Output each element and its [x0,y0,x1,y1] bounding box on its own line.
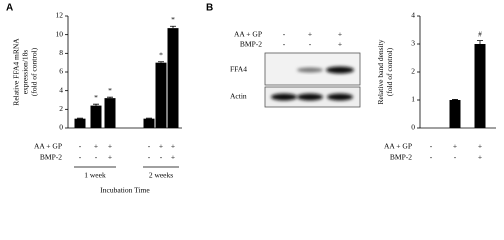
y-tick-label: 4 [411,11,415,20]
condition-sign: - [79,153,82,162]
band [327,93,353,101]
group-label: 2 weeks [149,171,173,180]
y-tick-label: 3 [411,39,415,48]
condition-sign: - [95,153,98,162]
band [297,67,323,73]
y-axis-label: Relative FFA4 mRNA [12,38,21,106]
y-tick-label: 1 [411,95,415,104]
y-axis-label: expression/18s [21,50,30,95]
y-axis-label: (fold of control) [30,47,39,96]
condition-sign: + [108,153,112,162]
y-axis-label: (fold of control) [385,47,394,96]
x-axis-label: Incubation Time [100,186,150,195]
error-bar [170,25,176,29]
annotation: * [171,15,175,24]
blot-sign: + [308,30,312,39]
condition-label: BMP-2 [40,153,62,162]
error-bar [452,99,458,100]
condition-sign: - [160,153,163,162]
figure: A B AA + GP - + + BMP-2 - - + FFA4 Actin… [6,3,496,195]
y-tick-label: 0 [59,123,63,132]
bar [155,62,167,128]
band [271,93,297,101]
condition-sign: - [454,153,457,162]
bar [90,105,102,128]
y-tick-label: 4 [59,85,63,94]
condition-sign: + [478,153,482,162]
condition-label: AA + GP [384,142,412,151]
condition-sign: + [453,142,457,151]
annotation: # [478,29,482,38]
y-tick-label: 0 [411,123,415,132]
condition-sign: - [430,153,433,162]
condition-sign: + [171,153,175,162]
error-bar [107,96,113,99]
y-tick-label: 6 [59,67,63,76]
annotation: * [159,50,163,59]
panel-label: B [206,3,213,14]
condition-sign: + [171,142,175,151]
y-axis-label: Relative band density [376,39,385,104]
annotation: * [108,86,112,95]
bar [104,98,116,128]
band [297,93,323,101]
blot-sign: - [283,30,286,39]
condition-label: BMP-2 [390,153,412,162]
band-label: FFA4 [230,65,247,74]
condition-label: AA + GP [34,142,62,151]
condition-sign: - [79,142,82,151]
bar [74,118,86,128]
band [326,66,354,74]
bar [167,28,179,129]
condition-sign: + [159,142,163,151]
y-tick-label: 12 [56,11,64,20]
y-tick-label: 2 [411,67,415,76]
blot-sign: - [283,40,286,49]
error-bar [93,103,99,106]
condition-sign: - [148,142,151,151]
band-label: Actin [230,92,247,101]
group-label: 1 week [84,171,106,180]
blot-sign: - [309,40,312,49]
condition-sign: + [478,142,482,151]
panel-label: A [6,3,13,14]
condition-sign: - [148,153,151,162]
condition-sign: + [94,142,98,151]
bar [143,118,155,128]
blot-sign: + [338,30,342,39]
error-bar [477,40,483,44]
condition-sign: + [108,142,112,151]
condition-sign: - [430,142,433,151]
error-bar [158,61,164,63]
blot-sign: + [338,40,342,49]
y-tick-label: 2 [59,104,63,113]
y-tick-label: 10 [56,29,64,38]
blot-condition: AA + GP [234,30,262,39]
y-tick-label: 8 [59,48,63,57]
blot-condition: BMP-2 [240,40,262,49]
bar [449,100,461,128]
annotation: * [94,93,98,102]
bar [474,44,486,128]
